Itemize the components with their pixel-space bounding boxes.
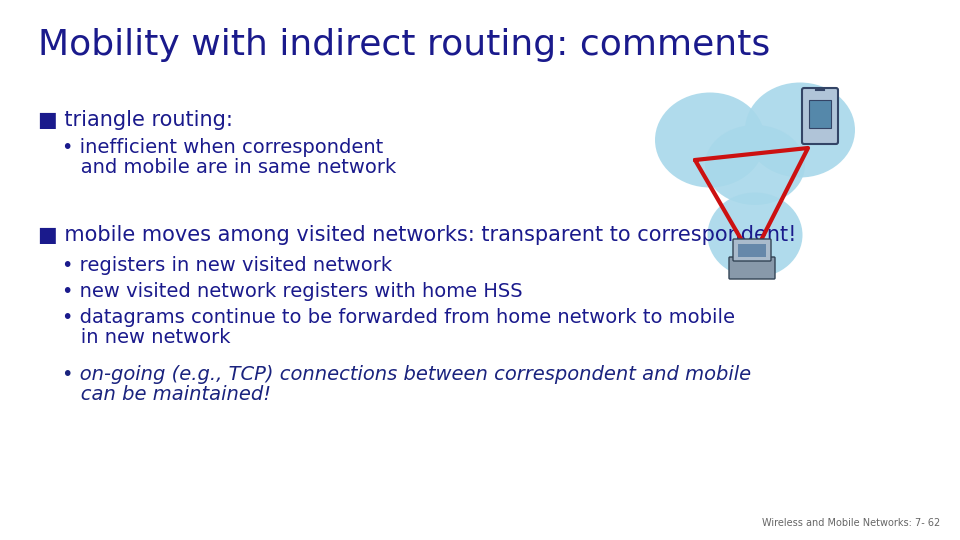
- FancyBboxPatch shape: [733, 239, 771, 261]
- Text: ■ triangle routing:: ■ triangle routing:: [38, 110, 233, 130]
- Text: Mobility with indirect routing: comments: Mobility with indirect routing: comments: [38, 28, 770, 62]
- Ellipse shape: [705, 125, 805, 205]
- Ellipse shape: [655, 92, 765, 187]
- Ellipse shape: [708, 192, 803, 278]
- Text: • datagrams continue to be forwarded from home network to mobile: • datagrams continue to be forwarded fro…: [62, 308, 735, 327]
- FancyBboxPatch shape: [729, 257, 775, 279]
- Text: in new network: in new network: [62, 328, 230, 347]
- Bar: [809, 100, 831, 128]
- Text: • on-going (e.g., TCP) connections between correspondent and mobile: • on-going (e.g., TCP) connections betwe…: [62, 365, 751, 384]
- Ellipse shape: [745, 83, 855, 178]
- Text: and mobile are in same network: and mobile are in same network: [62, 158, 396, 177]
- Bar: [738, 244, 766, 257]
- Text: • registers in new visited network: • registers in new visited network: [62, 256, 392, 275]
- FancyBboxPatch shape: [802, 88, 838, 144]
- Text: Wireless and Mobile Networks: 7- 62: Wireless and Mobile Networks: 7- 62: [761, 518, 940, 528]
- Text: can be maintained!: can be maintained!: [62, 385, 271, 404]
- Text: • new visited network registers with home HSS: • new visited network registers with hom…: [62, 282, 522, 301]
- Text: ■ mobile moves among visited networks: transparent to correspondent!: ■ mobile moves among visited networks: t…: [38, 225, 797, 245]
- Text: • inefficient when correspondent: • inefficient when correspondent: [62, 138, 383, 157]
